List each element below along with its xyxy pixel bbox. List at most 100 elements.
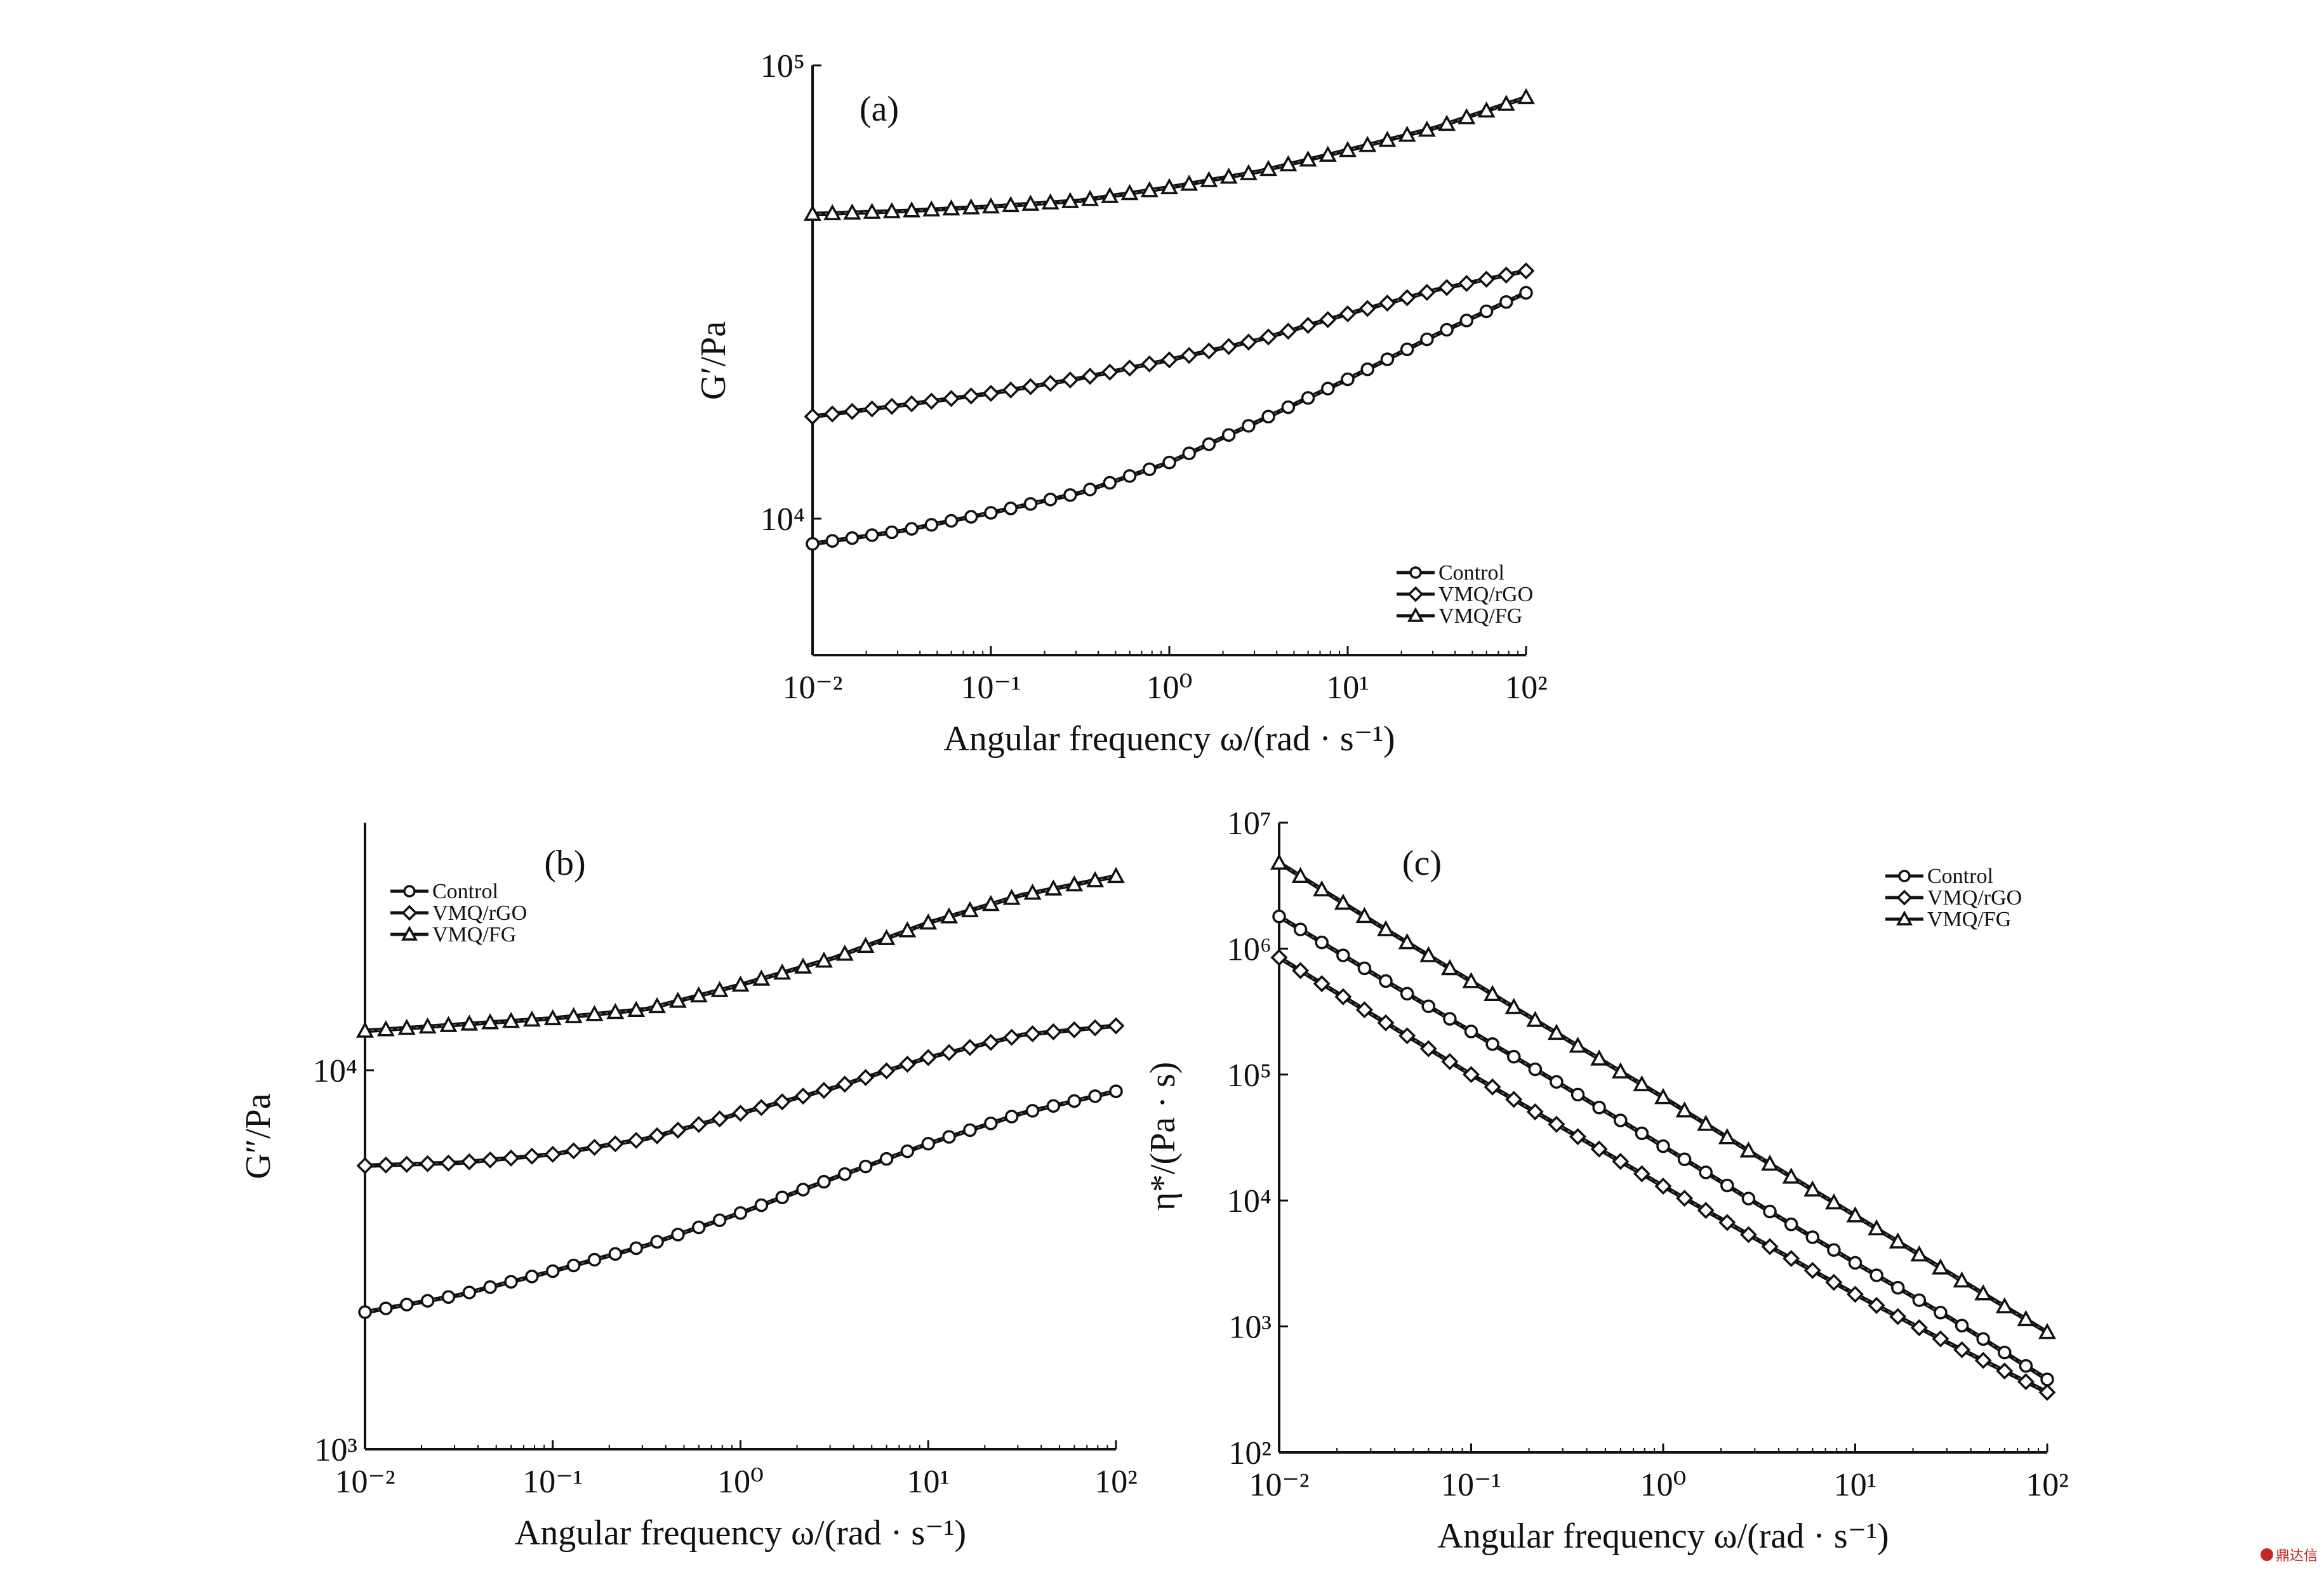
data-point [1484, 985, 1502, 1002]
data-point [1548, 1115, 1565, 1133]
data-point [711, 1110, 729, 1128]
data-point [648, 1127, 666, 1145]
y-tick-label: 10⁴ [760, 501, 805, 538]
y-tick-label: 10³ [1228, 1310, 1272, 1346]
data-point [1318, 145, 1337, 162]
x-tick-label: 10⁻² [335, 1464, 395, 1500]
series-line [812, 291, 1527, 547]
data-point [982, 385, 1000, 402]
data-point [773, 1093, 791, 1111]
watermark: 鼎达信 [2260, 1544, 2318, 1565]
data-point [1569, 1037, 1587, 1053]
data-point [754, 1198, 769, 1212]
data-point [1932, 1330, 1949, 1348]
data-point [648, 997, 667, 1014]
x-axis-label: Angular frequency ω/(rad · s⁻¹) [515, 1513, 966, 1553]
data-point [773, 963, 792, 980]
data-point [1101, 187, 1119, 203]
data-point [1418, 120, 1436, 137]
y-tick-label: 10⁷ [1227, 806, 1272, 842]
data-point [1086, 871, 1105, 887]
data-point [627, 1000, 646, 1018]
data-point [1355, 906, 1374, 924]
data-point [1378, 295, 1396, 312]
data-point [1261, 409, 1275, 424]
data-point [1484, 1078, 1501, 1096]
data-point [1614, 1113, 1628, 1127]
series-line-dots [812, 96, 1527, 215]
data-point [843, 402, 861, 420]
data-point [358, 1305, 372, 1319]
data-point [1259, 159, 1278, 176]
legend-marker [401, 926, 418, 941]
data-point [963, 1123, 977, 1138]
data-point [1421, 999, 1436, 1013]
y-tick-label: 10⁵ [760, 48, 805, 84]
legend-label: VMQ/rGO [1927, 886, 2022, 910]
data-point [587, 1252, 602, 1267]
data-point [898, 1056, 916, 1073]
data-point [1611, 1062, 1630, 1079]
legend-label: Control [1438, 561, 1504, 585]
data-point [1654, 1178, 1672, 1195]
data-point [1612, 1153, 1630, 1171]
legend-marker [1407, 586, 1424, 602]
data-point [1889, 1308, 1907, 1325]
data-point [1497, 95, 1515, 111]
data-point [964, 510, 978, 524]
data-point [1242, 419, 1256, 433]
data-point [1438, 114, 1456, 131]
data-point [919, 913, 938, 930]
x-tick-label: 10² [2026, 1467, 2069, 1503]
data-point [942, 199, 960, 216]
data-point [878, 1062, 896, 1080]
data-point [752, 1099, 770, 1117]
data-point [1239, 164, 1258, 180]
data-point [962, 387, 980, 405]
data-point [1220, 338, 1238, 355]
data-point [1044, 879, 1063, 896]
y-axis-label: η*/(Pa · s) [1143, 1062, 1183, 1211]
data-point [2017, 1310, 2035, 1327]
data-point [1002, 381, 1019, 399]
data-point [885, 525, 899, 540]
x-tick-label: 10⁰ [717, 1464, 764, 1500]
data-point [1528, 1062, 1543, 1077]
series-vmq-fg [356, 866, 1125, 1038]
data-point [2019, 1359, 2033, 1373]
data-point [1699, 1165, 1713, 1179]
data-point [1633, 1075, 1651, 1092]
data-point [817, 1174, 831, 1189]
data-point [1720, 1178, 1734, 1193]
data-point [418, 1017, 437, 1034]
data-point [1499, 295, 1513, 309]
data-point [1463, 1066, 1480, 1084]
data-point [1083, 482, 1097, 496]
data-point [1848, 1256, 1863, 1270]
data-point [522, 1010, 541, 1027]
x-tick-label: 10⁰ [1146, 670, 1193, 706]
data-point [1741, 1191, 1756, 1205]
data-point [883, 397, 901, 415]
data-point [984, 506, 998, 520]
data-point [1677, 1152, 1692, 1166]
data-point [1526, 1011, 1544, 1027]
data-point [1457, 275, 1475, 292]
data-point [1200, 342, 1218, 360]
data-point [1355, 1001, 1373, 1019]
data-point [815, 1082, 833, 1099]
data-point [961, 901, 979, 917]
data-point [1042, 375, 1059, 392]
data-point [1272, 910, 1286, 924]
data-point [1143, 462, 1157, 476]
data-point [585, 1138, 603, 1156]
data-point [924, 518, 939, 532]
data-point [1122, 469, 1137, 483]
data-point [1107, 866, 1125, 884]
data-point [1868, 1297, 1885, 1314]
data-point [1419, 1040, 1437, 1058]
data-point [1569, 1128, 1587, 1146]
data-point [1334, 988, 1352, 1006]
